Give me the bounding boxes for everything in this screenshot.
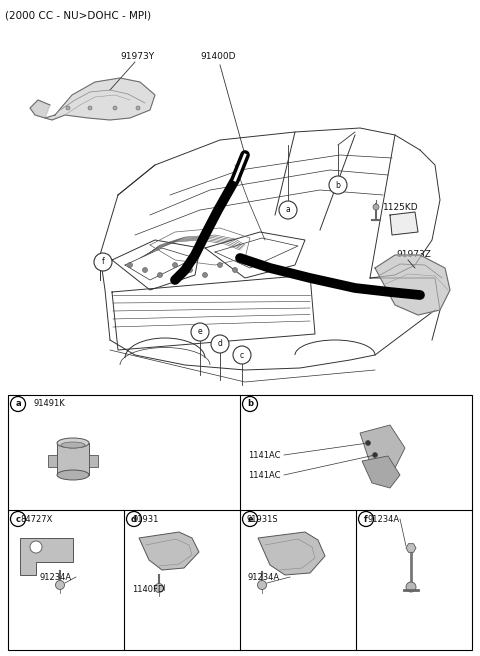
Circle shape <box>94 253 112 271</box>
Circle shape <box>359 512 373 527</box>
Text: c: c <box>240 350 244 359</box>
Text: 91931: 91931 <box>133 514 159 523</box>
Bar <box>57 443 89 475</box>
Circle shape <box>279 201 297 219</box>
Circle shape <box>203 272 207 277</box>
Text: b: b <box>247 400 253 409</box>
Circle shape <box>242 396 257 411</box>
Text: 1141AC: 1141AC <box>248 470 280 480</box>
Circle shape <box>157 272 163 277</box>
Text: 91400D: 91400D <box>200 52 236 61</box>
Text: (2000 CC - NU>DOHC - MPI): (2000 CC - NU>DOHC - MPI) <box>5 10 151 20</box>
Polygon shape <box>362 456 400 488</box>
Bar <box>8 395 472 650</box>
Circle shape <box>406 582 416 592</box>
Circle shape <box>127 512 142 527</box>
Circle shape <box>372 453 377 457</box>
Polygon shape <box>20 538 73 575</box>
Circle shape <box>113 106 117 110</box>
Text: 91491K: 91491K <box>33 400 65 409</box>
Circle shape <box>329 176 347 194</box>
Polygon shape <box>390 212 418 235</box>
Ellipse shape <box>57 438 89 448</box>
Polygon shape <box>139 532 199 570</box>
Polygon shape <box>375 255 450 315</box>
Text: a: a <box>286 205 290 215</box>
Circle shape <box>373 453 376 457</box>
Circle shape <box>233 346 251 364</box>
Text: c: c <box>15 514 21 523</box>
Circle shape <box>232 268 238 272</box>
Bar <box>48 455 57 467</box>
Text: 91973Z: 91973Z <box>396 250 431 259</box>
Circle shape <box>367 441 370 445</box>
Circle shape <box>365 440 371 445</box>
Text: d: d <box>131 514 137 523</box>
Circle shape <box>242 512 257 527</box>
Text: 1125KD: 1125KD <box>383 203 419 211</box>
Circle shape <box>373 204 379 210</box>
Text: 91234A: 91234A <box>368 514 400 523</box>
Text: a: a <box>15 400 21 409</box>
Circle shape <box>30 541 42 553</box>
Circle shape <box>155 583 164 592</box>
Text: 1140FD: 1140FD <box>132 586 164 594</box>
Text: 84727X: 84727X <box>20 514 52 523</box>
Text: 91973Y: 91973Y <box>120 52 154 61</box>
Circle shape <box>188 268 192 272</box>
Circle shape <box>11 396 25 411</box>
Text: 91234A: 91234A <box>248 573 280 581</box>
Text: 1141AC: 1141AC <box>248 451 280 459</box>
Text: f: f <box>102 258 104 266</box>
Circle shape <box>172 262 178 268</box>
Circle shape <box>257 581 266 590</box>
Text: 91234A: 91234A <box>40 573 72 581</box>
Text: e: e <box>247 514 253 523</box>
Circle shape <box>191 323 209 341</box>
Ellipse shape <box>57 470 89 480</box>
Polygon shape <box>406 544 416 552</box>
Circle shape <box>143 268 147 272</box>
Ellipse shape <box>61 442 85 448</box>
Bar <box>89 455 98 467</box>
Circle shape <box>88 106 92 110</box>
Text: e: e <box>198 327 202 337</box>
Circle shape <box>66 106 70 110</box>
Text: 91931S: 91931S <box>246 514 278 523</box>
Text: f: f <box>364 514 368 523</box>
Circle shape <box>211 335 229 353</box>
Text: d: d <box>217 340 222 348</box>
Circle shape <box>56 581 64 590</box>
Circle shape <box>11 512 25 527</box>
Polygon shape <box>360 425 405 468</box>
Circle shape <box>217 262 223 268</box>
Polygon shape <box>30 100 50 118</box>
Polygon shape <box>258 532 325 575</box>
Circle shape <box>136 106 140 110</box>
Polygon shape <box>45 78 155 120</box>
Text: b: b <box>336 180 340 190</box>
Circle shape <box>128 262 132 268</box>
